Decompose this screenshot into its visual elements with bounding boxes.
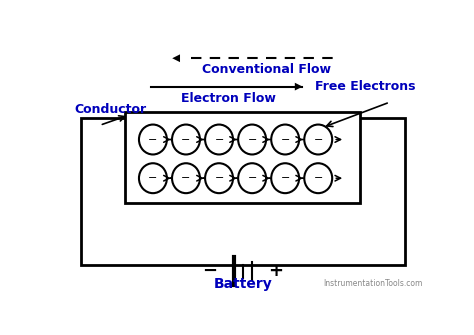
Text: −: − xyxy=(281,173,290,183)
Text: −: − xyxy=(247,173,257,183)
Text: −: − xyxy=(148,135,158,144)
Text: Electron Flow: Electron Flow xyxy=(181,92,276,105)
Text: −: − xyxy=(181,173,191,183)
Ellipse shape xyxy=(271,163,299,193)
Text: Conductor: Conductor xyxy=(74,103,146,116)
Ellipse shape xyxy=(139,163,167,193)
Text: −: − xyxy=(148,173,158,183)
Ellipse shape xyxy=(238,125,266,154)
Text: InstrumentationTools.com: InstrumentationTools.com xyxy=(324,279,423,288)
Ellipse shape xyxy=(304,163,332,193)
Text: −: − xyxy=(313,173,323,183)
Text: Free Electrons: Free Electrons xyxy=(315,80,416,93)
Text: −: − xyxy=(281,135,290,144)
Text: −: − xyxy=(214,173,224,183)
Text: Battery: Battery xyxy=(214,277,272,291)
Text: −: − xyxy=(202,262,218,280)
Text: −: − xyxy=(313,135,323,144)
Ellipse shape xyxy=(139,125,167,154)
Ellipse shape xyxy=(205,125,233,154)
Ellipse shape xyxy=(172,125,200,154)
Ellipse shape xyxy=(205,163,233,193)
Ellipse shape xyxy=(271,125,299,154)
Text: −: − xyxy=(214,135,224,144)
Bar xyxy=(125,113,361,203)
Text: −: − xyxy=(247,135,257,144)
Ellipse shape xyxy=(238,163,266,193)
Ellipse shape xyxy=(172,163,200,193)
Bar xyxy=(82,118,404,265)
Text: −: − xyxy=(181,135,191,144)
Text: +: + xyxy=(268,262,283,280)
Text: Conventional Flow: Conventional Flow xyxy=(202,63,331,76)
Ellipse shape xyxy=(304,125,332,154)
